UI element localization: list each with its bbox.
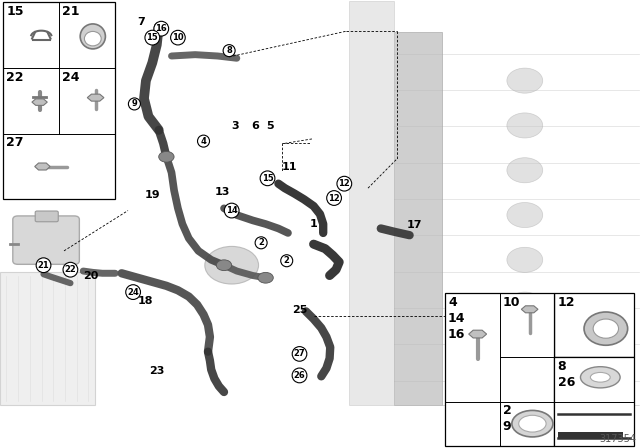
FancyBboxPatch shape xyxy=(554,293,634,358)
Text: 25: 25 xyxy=(292,305,307,315)
Text: 4: 4 xyxy=(200,137,207,146)
Text: 17: 17 xyxy=(407,220,422,230)
Ellipse shape xyxy=(580,367,620,388)
Text: 21: 21 xyxy=(63,5,80,18)
Text: 10: 10 xyxy=(503,296,520,309)
Text: 317354: 317354 xyxy=(600,435,637,444)
Polygon shape xyxy=(87,94,104,101)
FancyBboxPatch shape xyxy=(554,358,634,446)
Text: 22: 22 xyxy=(6,71,24,84)
Text: 16: 16 xyxy=(156,24,167,33)
Text: 16: 16 xyxy=(448,328,465,341)
Circle shape xyxy=(507,68,543,93)
FancyBboxPatch shape xyxy=(3,2,115,199)
Circle shape xyxy=(507,247,543,272)
Circle shape xyxy=(216,260,232,271)
Circle shape xyxy=(507,202,543,228)
Text: 12: 12 xyxy=(557,296,575,309)
Text: 10: 10 xyxy=(172,33,184,42)
Text: 3: 3 xyxy=(232,121,239,131)
Text: 8: 8 xyxy=(557,360,566,373)
Text: 19: 19 xyxy=(145,190,160,200)
Text: 9: 9 xyxy=(503,419,511,432)
FancyBboxPatch shape xyxy=(13,216,79,264)
Polygon shape xyxy=(349,1,639,405)
Text: 11: 11 xyxy=(282,162,297,172)
Polygon shape xyxy=(557,432,623,438)
Polygon shape xyxy=(35,163,50,170)
Circle shape xyxy=(159,151,174,162)
FancyBboxPatch shape xyxy=(445,293,554,446)
Text: 12: 12 xyxy=(339,179,350,188)
Text: 14: 14 xyxy=(448,312,465,325)
Text: 5: 5 xyxy=(266,121,274,131)
Bar xyxy=(394,32,442,405)
Text: 22: 22 xyxy=(65,265,76,274)
Text: 27: 27 xyxy=(294,349,305,358)
Circle shape xyxy=(258,272,273,283)
Ellipse shape xyxy=(518,415,546,432)
Ellipse shape xyxy=(584,312,628,345)
Text: 15: 15 xyxy=(147,33,158,42)
Text: 26: 26 xyxy=(294,371,305,380)
Polygon shape xyxy=(468,330,486,338)
Text: 15: 15 xyxy=(6,5,24,18)
Circle shape xyxy=(507,113,543,138)
Ellipse shape xyxy=(512,410,553,437)
Text: 13: 13 xyxy=(215,187,230,197)
Ellipse shape xyxy=(80,24,106,49)
Text: 24: 24 xyxy=(63,71,80,84)
Circle shape xyxy=(205,246,259,284)
Text: 20: 20 xyxy=(83,271,99,280)
Text: 12: 12 xyxy=(328,194,340,202)
Ellipse shape xyxy=(590,372,610,382)
Ellipse shape xyxy=(593,319,618,338)
Polygon shape xyxy=(32,99,47,105)
Polygon shape xyxy=(522,306,538,313)
Text: 15: 15 xyxy=(262,174,273,183)
Text: 9: 9 xyxy=(132,99,137,108)
Ellipse shape xyxy=(84,31,101,46)
Circle shape xyxy=(507,292,543,317)
Text: 1: 1 xyxy=(310,219,317,229)
Text: 2: 2 xyxy=(258,238,264,247)
Text: 6: 6 xyxy=(251,121,259,131)
FancyBboxPatch shape xyxy=(0,272,95,405)
Text: 7: 7 xyxy=(137,17,145,27)
Text: 24: 24 xyxy=(127,288,139,297)
FancyBboxPatch shape xyxy=(35,211,58,222)
Text: 2: 2 xyxy=(503,404,511,417)
Text: 8: 8 xyxy=(227,46,232,55)
Text: 26: 26 xyxy=(557,376,575,389)
Text: 23: 23 xyxy=(149,366,164,376)
Text: 18: 18 xyxy=(138,296,154,306)
Text: 21: 21 xyxy=(38,261,49,270)
Circle shape xyxy=(507,158,543,183)
Text: 4: 4 xyxy=(448,296,457,309)
Text: 14: 14 xyxy=(226,206,237,215)
Text: 27: 27 xyxy=(6,136,24,149)
Text: 2: 2 xyxy=(284,256,290,265)
